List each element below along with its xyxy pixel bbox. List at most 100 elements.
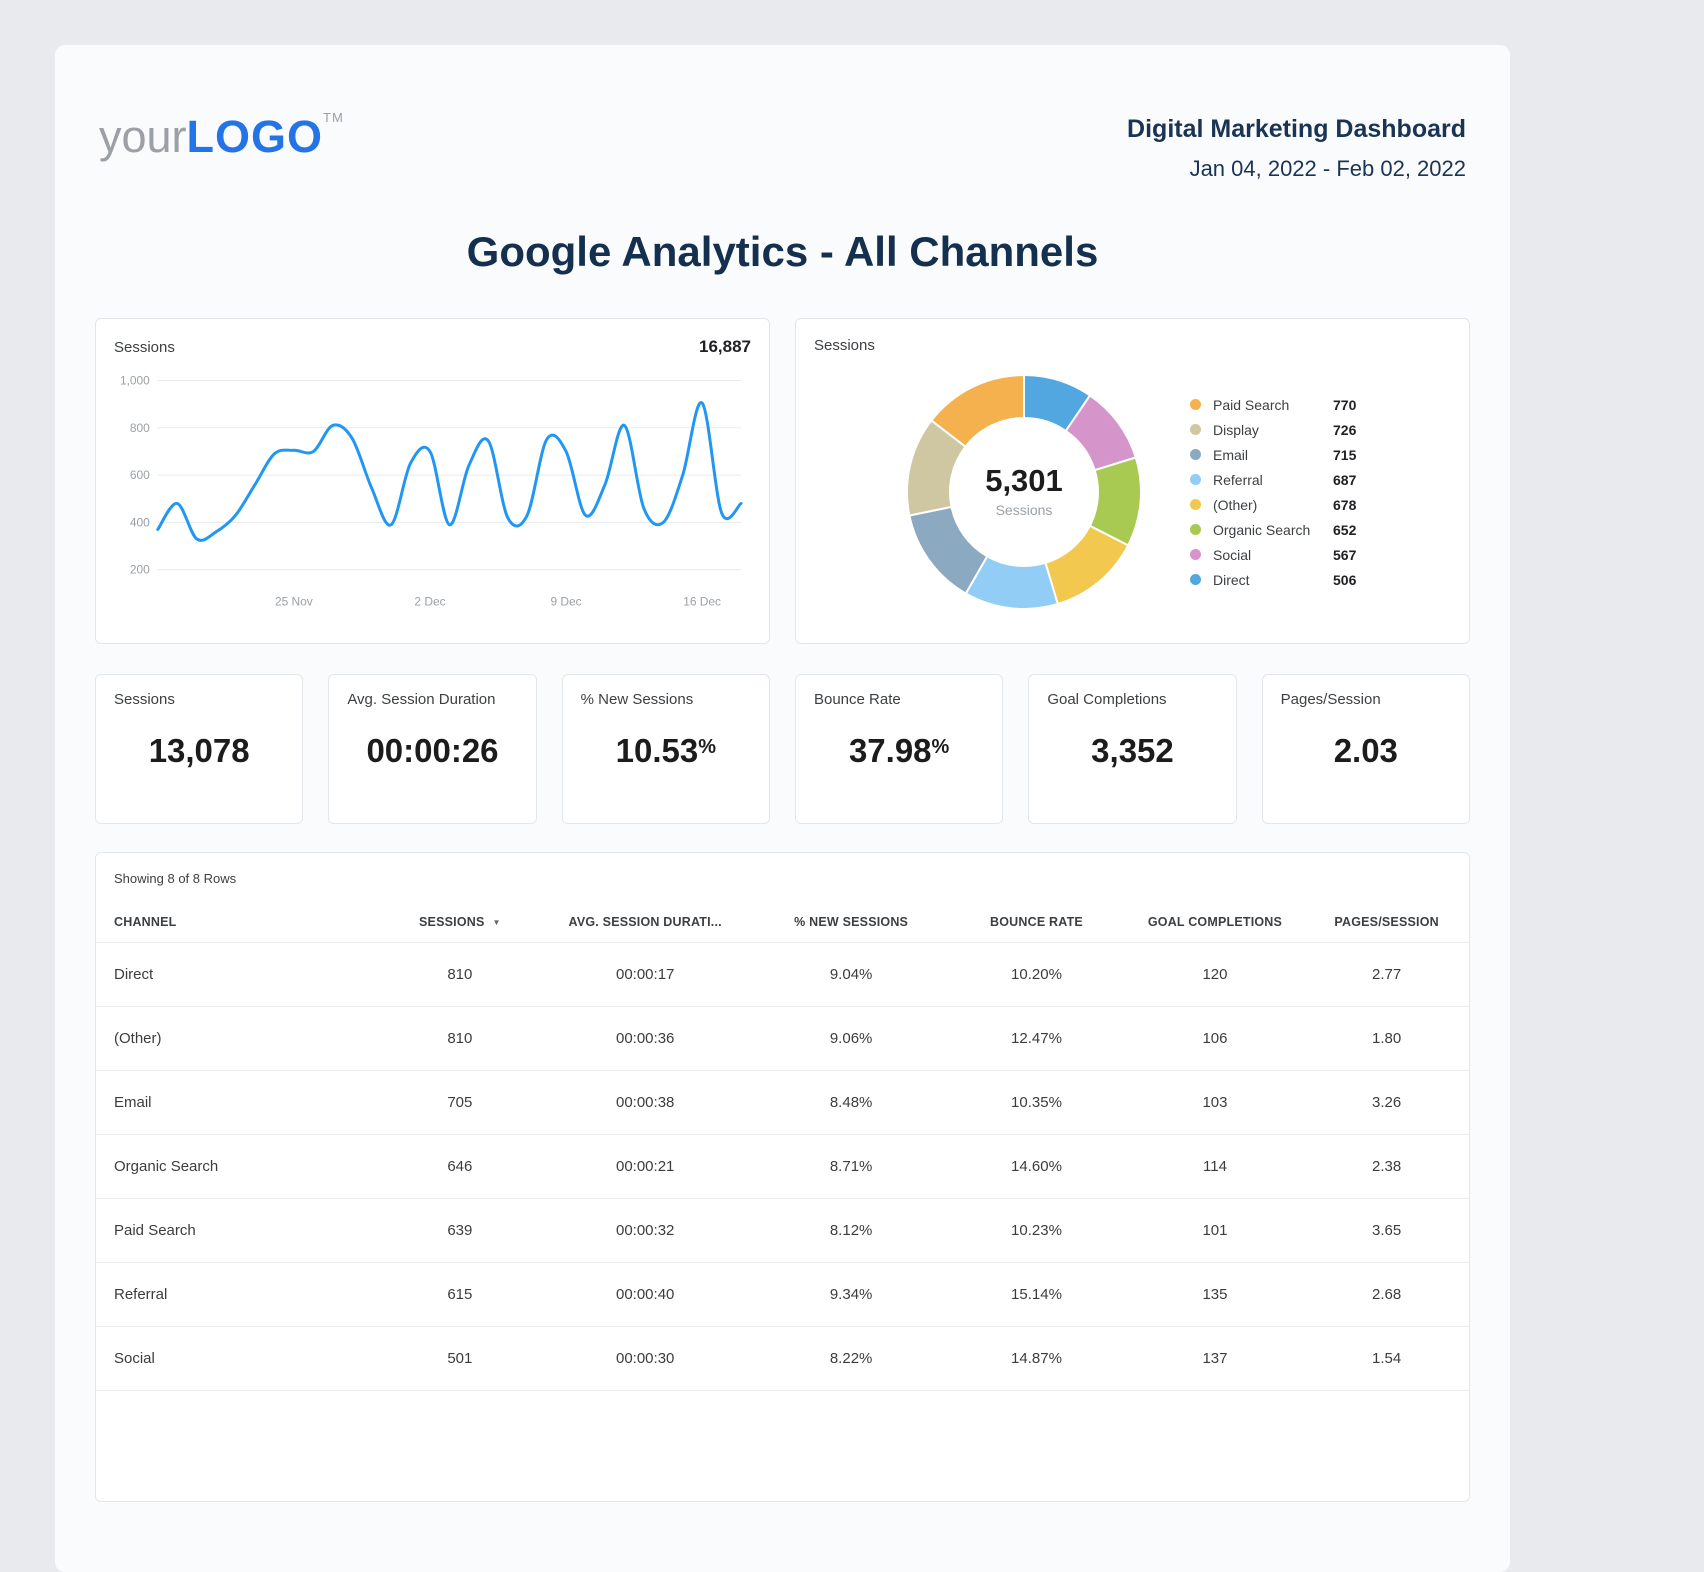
value-cell: 8.22%	[755, 1326, 948, 1391]
legend-value: 678	[1333, 496, 1357, 513]
y-axis-tick-label: 200	[130, 563, 150, 577]
value-cell: 12.47%	[947, 1006, 1126, 1071]
y-axis-tick-label: 600	[130, 468, 150, 482]
table-row: Organic Search 646 00:00:21 8.71% 14.60% 114 2…	[96, 1134, 1469, 1199]
value-cell: 8.48%	[755, 1070, 948, 1135]
column-header-goal-completions[interactable]: GOAL COMPLETIONS	[1125, 902, 1305, 943]
value-cell: 9.34%	[755, 1262, 948, 1327]
value-cell: 501	[384, 1326, 536, 1391]
table-row: (Other) 810 00:00:36 9.06% 12.47% 106 1.80	[96, 1006, 1469, 1071]
legend-item-social[interactable]: Social 567	[1190, 542, 1356, 567]
legend-item-display[interactable]: Display 726	[1190, 417, 1356, 442]
column-header-channel[interactable]: CHANNEL	[96, 902, 385, 943]
legend-item-organic-search[interactable]: Organic Search 652	[1190, 517, 1356, 542]
donut-chart-title: Sessions	[814, 337, 875, 354]
legend-value: 726	[1333, 421, 1357, 438]
channel-cell: Organic Search	[96, 1134, 385, 1199]
legend-color-dot-icon	[1190, 399, 1201, 410]
kpi-card-pages-session: Pages/Session 2.03	[1261, 674, 1470, 824]
legend-value: 770	[1333, 396, 1357, 413]
kpi-value: 37.98%	[814, 732, 984, 770]
x-axis-tick-label: 2 Dec	[414, 594, 445, 608]
legend-item-other[interactable]: (Other) 678	[1190, 492, 1356, 517]
logo: yourLOGOTM	[99, 111, 344, 159]
value-cell: 114	[1125, 1134, 1305, 1199]
channel-cell: Direct	[96, 942, 385, 1007]
donut-legend: Paid Search 770 Display 726 Email 715 Referral…	[1190, 392, 1356, 592]
table-row-count: Showing 8 of 8 Rows	[114, 871, 237, 886]
kpi-value-number: 3,352	[1091, 732, 1174, 769]
table-row: Social 501 00:00:30 8.22% 14.87% 137 1.54	[96, 1326, 1469, 1391]
channels-table: CHANNEL SESSIONS ▼ AVG. SESSION DURATI...% …	[96, 902, 1469, 1391]
value-cell: 810	[384, 1006, 536, 1071]
kpi-value: 3,352	[1047, 732, 1217, 770]
donut-chart-header: Sessions	[814, 337, 1451, 354]
table-row: Paid Search 639 00:00:32 8.12% 10.23% 101 3.65	[96, 1198, 1469, 1263]
column-header-pages-session[interactable]: PAGES/SESSION	[1304, 902, 1469, 943]
value-cell: 15.14%	[947, 1262, 1126, 1327]
x-axis-tick-label: 9 Dec	[550, 594, 581, 608]
value-cell: 00:00:30	[535, 1326, 756, 1391]
legend-label: Organic Search	[1213, 521, 1311, 538]
logo-prefix: your	[99, 111, 187, 162]
legend-label: Email	[1213, 446, 1249, 463]
legend-label: Social	[1213, 546, 1252, 563]
sort-caret-icon[interactable]: ▼	[492, 918, 501, 927]
dashboard-title: Digital Marketing Dashboard	[1127, 115, 1466, 143]
legend-value: 567	[1333, 546, 1357, 563]
value-cell: 14.87%	[947, 1326, 1126, 1391]
value-cell: 639	[384, 1198, 536, 1263]
kpi-card-goal-completions: Goal Completions 3,352	[1028, 674, 1237, 824]
legend-label: (Other)	[1213, 496, 1258, 513]
header-meta: Digital Marketing Dashboard Jan 04, 2022…	[1127, 111, 1466, 182]
donut-body: 5,301 Sessions Paid Search 770 Display 726 Em…	[814, 368, 1451, 616]
column-header-sessions[interactable]: SESSIONS ▼	[384, 902, 536, 943]
x-axis-tick-label: 16 Dec	[683, 594, 721, 608]
kpi-row: Sessions 13,078 Avg. Session Duration 00…	[95, 674, 1470, 824]
column-header-new-sessions[interactable]: % NEW SESSIONS	[755, 902, 948, 943]
legend-item-paid-search[interactable]: Paid Search 770	[1190, 392, 1356, 417]
sessions-line-chart: 200 400 600 800 1,000 25 Nov 2 Dec 9 Dec 16 Dec	[114, 365, 751, 619]
legend-value: 715	[1333, 446, 1357, 463]
value-cell: 9.06%	[755, 1006, 948, 1071]
legend-value: 687	[1333, 471, 1357, 488]
kpi-card-avg-session-duration: Avg. Session Duration 00:00:26	[328, 674, 537, 824]
legend-value: 506	[1333, 571, 1357, 588]
value-cell: 810	[384, 942, 536, 1007]
page-header: yourLOGOTM Digital Marketing Dashboard J…	[95, 83, 1470, 182]
y-axis-tick-label: 800	[130, 421, 150, 435]
value-cell: 10.23%	[947, 1198, 1126, 1263]
kpi-label: Avg. Session Duration	[347, 691, 496, 708]
legend-item-email[interactable]: Email 715	[1190, 442, 1356, 467]
kpi-value-number: 2.03	[1333, 732, 1398, 769]
y-axis-tick-label: 400	[130, 515, 150, 529]
kpi-value-suffix: %	[931, 736, 950, 758]
logo-name: LOGO	[186, 111, 324, 162]
table-row: Direct 810 00:00:17 9.04% 10.20% 120 2.77	[96, 942, 1469, 1007]
channel-cell: (Other)	[96, 1006, 385, 1071]
kpi-value-number: 37.98	[848, 732, 932, 769]
line-chart-header: Sessions 16,887	[114, 337, 751, 357]
value-cell: 8.12%	[755, 1198, 948, 1263]
value-cell: 9.04%	[755, 942, 948, 1007]
value-cell: 2.38	[1304, 1134, 1469, 1199]
channel-cell: Email	[96, 1070, 385, 1135]
column-header-avg-session-durati[interactable]: AVG. SESSION DURATI...	[535, 902, 756, 943]
legend-item-referral[interactable]: Referral 687	[1190, 467, 1356, 492]
legend-item-direct[interactable]: Direct 506	[1190, 567, 1356, 592]
value-cell: 1.54	[1304, 1326, 1469, 1391]
donut-center-label: Sessions	[996, 502, 1053, 518]
line-chart-total: 16,887	[699, 337, 751, 356]
date-range: Jan 04, 2022 - Feb 02, 2022	[1189, 156, 1466, 181]
value-cell: 00:00:36	[535, 1006, 756, 1071]
legend-label: Display	[1213, 421, 1259, 438]
value-cell: 10.35%	[947, 1070, 1126, 1135]
kpi-value-number: 10.53	[615, 732, 699, 769]
x-axis-tick-label: 25 Nov	[275, 594, 313, 608]
value-cell: 103	[1125, 1070, 1305, 1135]
sessions-line	[156, 401, 743, 542]
donut-chart-svg: 5,301 Sessions	[906, 373, 1142, 610]
legend-label: Paid Search	[1213, 396, 1290, 413]
value-cell: 00:00:21	[535, 1134, 756, 1199]
column-header-bounce-rate[interactable]: BOUNCE RATE	[947, 902, 1126, 943]
